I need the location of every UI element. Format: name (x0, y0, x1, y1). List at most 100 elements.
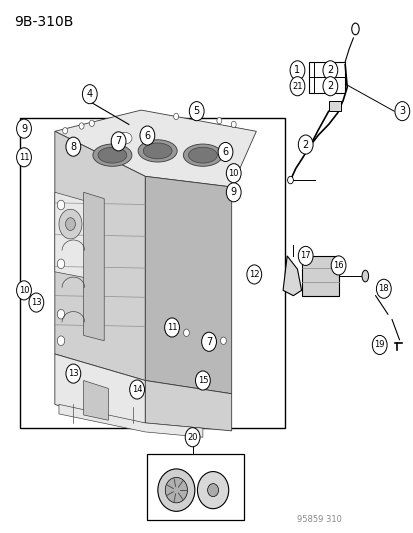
Circle shape (57, 336, 64, 345)
Text: 14: 14 (131, 385, 142, 394)
Circle shape (375, 279, 390, 298)
Ellipse shape (93, 144, 132, 166)
Text: 11: 11 (19, 153, 29, 162)
Circle shape (17, 148, 31, 167)
Circle shape (79, 123, 84, 129)
Bar (308, 62, 344, 93)
Polygon shape (59, 405, 202, 437)
Polygon shape (55, 354, 145, 423)
Circle shape (189, 102, 204, 120)
Polygon shape (83, 192, 104, 341)
Circle shape (57, 310, 64, 319)
Text: 95859 310: 95859 310 (297, 515, 342, 523)
Circle shape (57, 200, 64, 210)
Ellipse shape (197, 472, 228, 508)
Polygon shape (55, 131, 145, 381)
Circle shape (66, 364, 81, 383)
Polygon shape (55, 192, 96, 280)
Text: 3: 3 (398, 106, 404, 116)
Circle shape (246, 265, 261, 284)
Text: 20: 20 (187, 433, 197, 442)
Ellipse shape (188, 147, 217, 163)
Circle shape (65, 217, 75, 230)
Circle shape (57, 259, 64, 269)
Circle shape (17, 119, 31, 138)
Ellipse shape (207, 483, 218, 497)
Circle shape (185, 427, 199, 447)
Circle shape (164, 318, 179, 337)
Text: 21: 21 (292, 82, 302, 91)
Text: 9: 9 (21, 124, 27, 134)
Text: 2: 2 (302, 140, 308, 150)
Circle shape (322, 77, 337, 96)
Circle shape (82, 85, 97, 104)
Ellipse shape (157, 469, 195, 511)
Ellipse shape (138, 140, 177, 162)
Polygon shape (83, 381, 108, 420)
Circle shape (298, 246, 312, 265)
Circle shape (220, 337, 226, 344)
Ellipse shape (165, 478, 187, 503)
Text: 5: 5 (193, 106, 199, 116)
Circle shape (298, 135, 312, 154)
Circle shape (183, 329, 189, 336)
Circle shape (89, 120, 94, 126)
Text: 2: 2 (326, 81, 333, 91)
Ellipse shape (183, 144, 222, 166)
Ellipse shape (351, 23, 358, 35)
Text: 7: 7 (115, 136, 121, 147)
Text: 11: 11 (166, 323, 177, 332)
Text: 19: 19 (374, 341, 384, 350)
Text: 2: 2 (326, 66, 333, 75)
Circle shape (29, 293, 44, 312)
Text: 9: 9 (230, 187, 236, 197)
Polygon shape (282, 256, 301, 296)
Circle shape (165, 326, 171, 334)
Circle shape (226, 164, 240, 183)
Text: 1: 1 (294, 66, 300, 75)
Text: 13: 13 (31, 298, 42, 307)
Text: 6: 6 (222, 147, 228, 157)
Circle shape (59, 209, 82, 239)
Circle shape (195, 371, 210, 390)
Polygon shape (145, 176, 231, 394)
Circle shape (129, 380, 144, 399)
Polygon shape (145, 381, 231, 431)
Bar (328, 101, 340, 111)
Text: 8: 8 (70, 142, 76, 152)
Circle shape (66, 137, 81, 156)
Ellipse shape (143, 143, 172, 159)
Circle shape (218, 142, 233, 161)
Ellipse shape (361, 270, 368, 282)
Circle shape (216, 117, 221, 124)
Circle shape (290, 61, 304, 80)
Polygon shape (301, 256, 338, 296)
Ellipse shape (117, 132, 132, 144)
Circle shape (290, 77, 304, 96)
Circle shape (322, 61, 337, 80)
Circle shape (17, 281, 31, 300)
Text: 16: 16 (332, 261, 343, 270)
Text: 10: 10 (19, 286, 29, 295)
Circle shape (173, 114, 178, 119)
Text: 17: 17 (300, 252, 310, 261)
Circle shape (111, 132, 126, 151)
Circle shape (394, 102, 409, 120)
Text: 13: 13 (68, 369, 78, 378)
Circle shape (231, 121, 236, 127)
Text: 4: 4 (87, 89, 93, 99)
Text: 15: 15 (197, 376, 208, 385)
Text: 6: 6 (144, 131, 150, 141)
Text: 10: 10 (228, 168, 238, 177)
Bar (20, 118, 285, 428)
Ellipse shape (98, 147, 126, 163)
Circle shape (330, 256, 345, 275)
Circle shape (204, 333, 209, 340)
Text: 7: 7 (205, 337, 212, 347)
Text: 18: 18 (377, 284, 388, 293)
Circle shape (62, 127, 67, 134)
Bar (147, 454, 243, 520)
Text: 9B-310B: 9B-310B (14, 14, 73, 29)
Circle shape (226, 183, 240, 202)
Polygon shape (55, 110, 256, 187)
